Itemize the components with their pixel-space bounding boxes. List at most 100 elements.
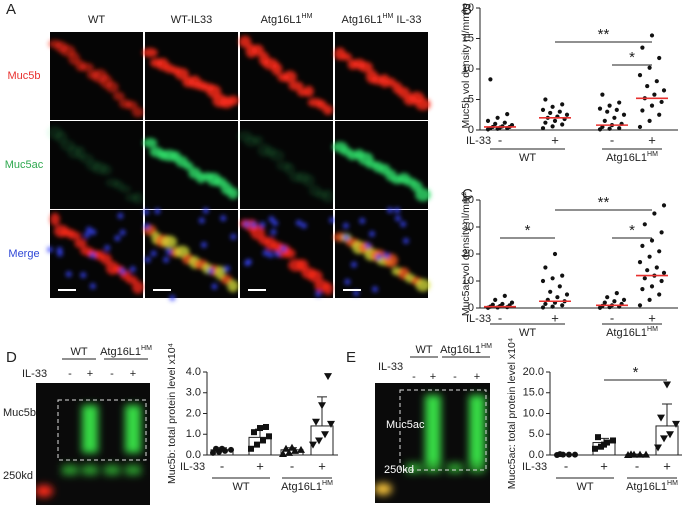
panel-letter: E (346, 349, 356, 366)
band (425, 463, 441, 473)
point (605, 295, 610, 300)
nucleus (365, 242, 372, 249)
sign: + (648, 310, 656, 325)
nucleus (267, 251, 274, 258)
nucleus (250, 221, 257, 228)
point (213, 445, 219, 452)
group-label-sup: HM (322, 480, 333, 487)
point (614, 107, 619, 112)
nucleus (220, 215, 227, 222)
cells (238, 35, 334, 115)
nucleus (144, 256, 151, 263)
point (637, 260, 643, 265)
point (318, 402, 326, 410)
point (659, 99, 664, 105)
nucleus (329, 217, 336, 224)
lane-group-label: Atg16L1HM (100, 345, 152, 358)
nucleus (117, 212, 124, 219)
nucleus (270, 229, 277, 236)
nucleus (83, 231, 90, 238)
cell (397, 87, 410, 99)
cell (125, 100, 138, 110)
y-tick-label: 15 (462, 32, 474, 44)
treatment-label: IL-33 (466, 313, 491, 325)
point (263, 423, 269, 430)
cells (334, 47, 431, 111)
point (592, 445, 598, 452)
point (550, 304, 555, 309)
lane-group-label-sup: HM (481, 343, 492, 350)
band (125, 405, 141, 453)
cells (143, 207, 239, 301)
micrograph (143, 207, 239, 301)
micrograph (334, 32, 431, 120)
point (652, 211, 657, 216)
point (493, 297, 498, 302)
cell (227, 187, 239, 200)
cell (358, 61, 373, 73)
point (266, 433, 272, 440)
ladder (375, 483, 392, 495)
cell (142, 47, 158, 58)
point (647, 254, 652, 259)
group-label-text: WT (519, 327, 536, 339)
point (636, 450, 644, 458)
band-label: Muc5ac (386, 419, 425, 431)
point (647, 65, 652, 70)
point (282, 444, 290, 452)
nucleus (394, 207, 401, 214)
cell (269, 149, 285, 162)
point (607, 103, 612, 108)
panel-letter: C (462, 186, 473, 203)
cell (132, 192, 144, 205)
cell (74, 238, 87, 249)
point (327, 420, 335, 428)
cell (125, 275, 138, 285)
treatment-label: IL-33 (466, 135, 491, 147)
y-tick-label: 15.0 (523, 387, 544, 399)
nucleus (202, 207, 209, 214)
group-label: Atg16L1HM (281, 480, 333, 493)
cell (119, 185, 132, 194)
cell (106, 81, 119, 93)
band (62, 465, 78, 475)
sign: - (635, 458, 639, 473)
point (210, 449, 216, 456)
band (104, 465, 120, 475)
cell (142, 137, 158, 148)
nucleus (119, 267, 126, 274)
point (647, 118, 652, 123)
cell (283, 248, 296, 259)
point (642, 276, 647, 281)
cell (288, 81, 304, 91)
panel-letter: D (6, 349, 17, 366)
marker-label: 250kd (384, 464, 414, 476)
column-label-sup: HM (383, 13, 394, 20)
point (279, 449, 287, 457)
band (82, 465, 98, 475)
y-tick-label: 0 (468, 302, 474, 314)
sign: + (256, 458, 264, 473)
group-label: Atg16L1HM (606, 151, 658, 164)
sign: + (474, 371, 480, 383)
nucleus (268, 216, 275, 223)
sign: - (453, 371, 457, 383)
treatment-label: IL-33 (22, 368, 47, 380)
group-label-sup: HM (647, 326, 658, 333)
point (649, 238, 655, 243)
y-axis-label: Muc5ac vol density nl/mm² (460, 191, 472, 316)
cell (282, 70, 297, 83)
sign: + (430, 371, 436, 383)
y-tick-label: 10 (462, 63, 474, 75)
point (640, 108, 645, 113)
group-label: WT (519, 152, 536, 164)
y-tick-label: 4.0 (186, 366, 201, 378)
point (657, 55, 662, 61)
point (627, 450, 635, 458)
point (552, 251, 558, 257)
cell (49, 212, 61, 226)
point (663, 381, 671, 389)
point (602, 118, 607, 123)
point (657, 414, 665, 422)
micrograph (332, 121, 431, 209)
